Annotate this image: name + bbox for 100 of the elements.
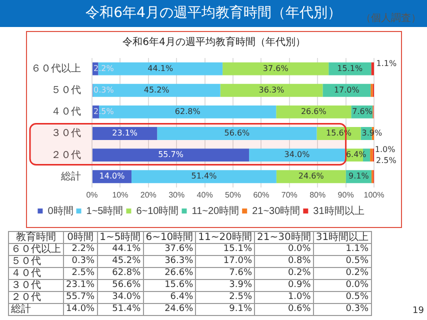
data-label: 36.3%	[258, 85, 285, 94]
x-tick-label: 0%	[86, 190, 98, 200]
bar	[371, 62, 374, 76]
y-tick-label: ６０代以上	[31, 62, 81, 75]
bar	[220, 84, 323, 97]
chart-title: 令和6年4月の週平均教育時間（年代別）	[86, 5, 342, 21]
data-label: 24.6%	[298, 172, 324, 181]
data-label: 0.0%	[254, 244, 314, 256]
bar	[92, 84, 220, 97]
data-label: 0.2%	[313, 268, 372, 280]
x-tick-label: 90%	[338, 190, 354, 200]
data-label: 7.6%	[352, 106, 373, 116]
data-label: 55.7%	[64, 292, 98, 304]
y-tick-label: ４０代	[51, 106, 81, 118]
legend-label: 6~10時間	[136, 204, 179, 217]
bar	[222, 62, 329, 76]
data-label: 0.0%	[313, 280, 372, 292]
x-tick-label: 50%	[224, 190, 242, 200]
data-label: 51.4%	[97, 304, 144, 316]
legend-label: 31時間以上	[313, 204, 364, 217]
legend-label: 11~20時間	[192, 204, 240, 217]
data-label: 51.4%	[191, 172, 218, 181]
data-label: 55.7%	[158, 150, 184, 160]
data-label: 23.1%	[64, 280, 98, 292]
data-label: 3.9%	[196, 280, 254, 292]
bar	[157, 127, 317, 140]
x-tick-label: 10%	[112, 190, 128, 200]
bar	[92, 148, 250, 162]
x-tick-label: 60%	[253, 190, 270, 200]
data-label: 44.1%	[148, 64, 174, 73]
data-label: 7.6%	[196, 268, 254, 280]
y-tick-label: ６０代以上	[8, 244, 64, 256]
data-label: 2.5%	[64, 268, 98, 280]
x-tick-label: 11~20時間	[196, 232, 254, 244]
data-label: 36.3%	[143, 256, 196, 268]
data-label: 26.6%	[300, 106, 327, 116]
bar	[276, 170, 346, 184]
data-label: 2.2%	[64, 244, 98, 256]
data-label: 3.9%	[362, 128, 382, 138]
bar	[370, 148, 373, 162]
legend-label: 0時間	[48, 204, 74, 217]
data-label: 0.3%	[64, 256, 98, 268]
data-label: 15.1%	[337, 64, 363, 73]
x-tick-label: 30%	[168, 190, 185, 200]
x-tick-label: 20%	[140, 190, 156, 200]
data-label: 45.2%	[97, 256, 144, 268]
data-label: 17.0%	[196, 256, 254, 268]
data-label: 44.1%	[97, 244, 144, 256]
y-tick-label: 総計	[60, 170, 81, 182]
data-label: 15.1%	[196, 244, 254, 256]
data-label: 9.1%	[196, 304, 254, 316]
bar	[249, 148, 345, 162]
x-tick-label: 1~5時間	[97, 232, 144, 244]
y-tick-label: ３０代	[51, 128, 81, 140]
data-label: 37.6%	[143, 244, 196, 256]
y-tick-label: ５０代	[51, 85, 81, 96]
bar	[276, 105, 352, 118]
legend-label: 21~30時間	[252, 204, 300, 217]
data-label: 37.6%	[262, 64, 289, 73]
data-label: 23.1%	[112, 128, 138, 138]
data-label: 0.3%	[313, 304, 372, 316]
data-label: 0.6%	[254, 304, 314, 316]
y-tick-label: ５０代	[8, 256, 64, 268]
data-label: 62.8%	[174, 106, 201, 116]
data-label: 2.5%	[196, 292, 254, 304]
data-label: 1.0%	[374, 145, 396, 154]
y-tick-label: 総計	[8, 304, 64, 316]
data-label: 1.1%	[313, 244, 372, 256]
data-label: 34.0%	[284, 150, 310, 160]
data-label: 0.5%	[313, 256, 372, 268]
data-label: 17.0%	[334, 85, 360, 94]
data-label: 34.0%	[97, 292, 144, 304]
x-tick-label: 0時間	[64, 232, 98, 244]
chart-subtitle: （個人調査）	[361, 12, 421, 25]
data-label: 14.0%	[64, 304, 98, 316]
text: 19	[412, 306, 424, 316]
y-axis-title: 教育時間	[8, 232, 64, 244]
bar	[131, 170, 276, 184]
data-label: 14.0%	[99, 172, 126, 181]
data-label: 0.5%	[313, 292, 372, 304]
x-tick-label: 80%	[310, 190, 326, 200]
data-label: 45.2%	[144, 85, 170, 94]
text: 令和6年4月の週平均教育時間（年代別）	[122, 36, 306, 49]
y-tick-label: ４０代	[8, 268, 64, 280]
data-label: 9.1%	[348, 172, 370, 181]
data-label: 2.5%	[376, 156, 397, 166]
x-tick-label: 70%	[281, 190, 298, 200]
data-label: 0.2%	[254, 268, 314, 280]
data-label: 0.8%	[254, 256, 314, 268]
y-tick-label: ３０代	[8, 280, 64, 292]
data-label: 56.6%	[224, 128, 250, 138]
legend-label: 1~5時間	[86, 204, 124, 217]
data-label: 24.6%	[143, 304, 196, 316]
data-label: 26.6%	[143, 268, 196, 280]
x-tick-label: 21~30時間	[254, 232, 314, 244]
x-tick-label: 31時間以上	[313, 232, 372, 244]
data-label: 0.9%	[254, 280, 314, 292]
data-label: 0.3%	[94, 85, 114, 94]
data-label: 6.4%	[346, 150, 367, 160]
data-label: 56.6%	[97, 280, 144, 292]
